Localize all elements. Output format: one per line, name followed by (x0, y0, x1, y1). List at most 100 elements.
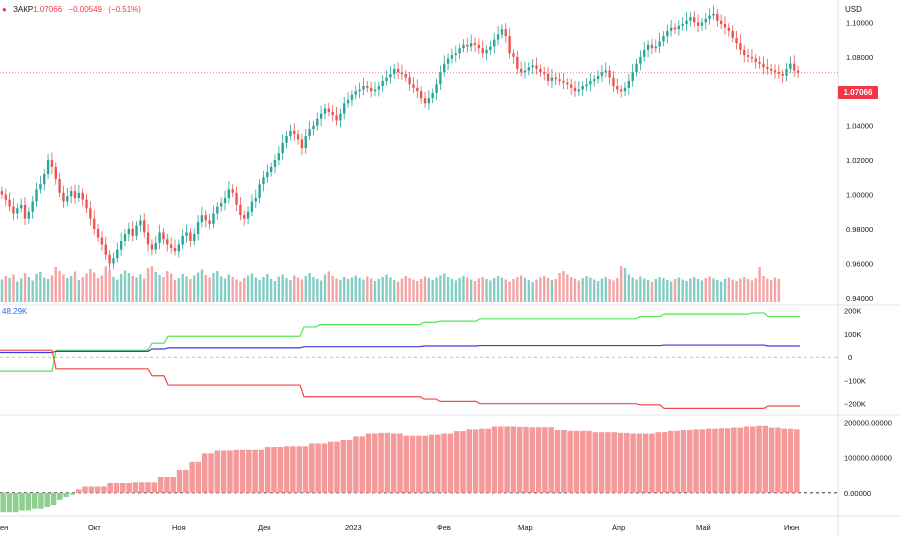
candle-body (235, 192, 238, 205)
volume-bar (400, 278, 404, 302)
cot-pane[interactable] (0, 312, 838, 409)
hist-bar (435, 434, 441, 493)
volume-bar (123, 270, 127, 302)
volume-bar (623, 268, 627, 302)
hist-bar (668, 430, 674, 493)
candle-body (354, 91, 357, 95)
volume-bar (227, 274, 231, 302)
close-value: 1.07066 (33, 5, 63, 14)
volume-bar (416, 281, 419, 302)
volume-bar (739, 278, 742, 302)
candle-body (623, 87, 627, 92)
candle-body (104, 244, 107, 255)
volume-bar (712, 278, 715, 302)
hist-bar (649, 433, 655, 493)
candle-body (4, 194, 7, 200)
candle-body (635, 63, 638, 73)
volume-bar (462, 276, 465, 302)
hist-bar (655, 432, 662, 493)
candle-body (569, 84, 573, 88)
candle-body (258, 184, 261, 198)
hist-bar (624, 432, 630, 493)
hist-bar (346, 439, 353, 493)
candle-body (219, 203, 223, 207)
candle-body (746, 55, 750, 57)
volume-bar (431, 280, 434, 302)
volume-bar (150, 266, 154, 302)
candle-body (619, 89, 623, 92)
volume-bar (385, 274, 388, 302)
volume-bar (281, 274, 284, 302)
hist-bar (365, 433, 372, 493)
candle-body (735, 37, 738, 44)
volume-bar (273, 281, 277, 302)
price-tick-label: 1.02000 (846, 156, 873, 165)
hist-bar (466, 429, 473, 493)
candle-body (216, 206, 219, 214)
candle-body (69, 191, 73, 197)
volume-bar (139, 274, 142, 302)
hist-bar (277, 446, 284, 493)
volume-bar (169, 273, 173, 302)
candle-body (200, 215, 204, 223)
volume-bar (423, 276, 427, 302)
volume-bar (535, 279, 538, 302)
hist-bar (353, 436, 359, 493)
hist-bar (170, 476, 176, 493)
hist-bar (283, 446, 290, 493)
volume-bar (262, 277, 265, 302)
price-pane[interactable] (0, 5, 838, 271)
volume-bar (116, 279, 119, 302)
volume-bar (216, 271, 219, 302)
candle-body (519, 68, 523, 73)
hist-bar (189, 461, 195, 493)
candle-body (85, 199, 88, 209)
candle-body (473, 43, 477, 45)
candle-body (562, 80, 565, 83)
candle-body (669, 27, 673, 31)
hist-bar (523, 426, 529, 493)
hist-bar (271, 446, 277, 493)
hist-bar (390, 433, 397, 493)
hist-bar (321, 443, 328, 493)
volume-bar (46, 279, 50, 302)
change-value: −0.00549 (68, 5, 102, 14)
candle-body (304, 136, 307, 149)
candle-body (585, 84, 588, 87)
volume-bar (554, 279, 557, 302)
candle-body (116, 249, 119, 259)
histogram-pane[interactable] (0, 425, 838, 513)
candle-body (527, 67, 531, 71)
volume-bar (639, 276, 642, 302)
time-axis-label: Апр (612, 523, 625, 532)
hist-bar (535, 427, 542, 493)
volume-bar (546, 278, 550, 302)
volume-bar (573, 278, 577, 302)
time-axis-label: Июн (784, 523, 799, 532)
volume-bar (539, 277, 542, 302)
candle-body (412, 84, 415, 88)
volume-bar (193, 275, 196, 302)
candle-body (146, 232, 150, 245)
volume-bar (366, 276, 369, 302)
hist-bar (485, 428, 491, 493)
volume-bar (158, 275, 161, 302)
hist-bar (19, 492, 25, 511)
volume-bar (616, 278, 619, 302)
hist-bar (787, 428, 794, 493)
volume-bar (319, 280, 323, 302)
hist-bar (768, 427, 775, 493)
candle-body (466, 44, 469, 47)
price-tick-label: 1.04000 (846, 122, 873, 131)
time-axis-label: Дек (258, 523, 271, 532)
hist-bar (498, 426, 504, 493)
status-dot-icon: ● (2, 5, 7, 14)
candle-body (754, 58, 757, 62)
hist-bar (201, 453, 208, 493)
volume-bar (481, 277, 484, 302)
hist-bar (762, 425, 769, 493)
volume-bar (750, 280, 754, 302)
volume-bar (677, 277, 681, 302)
candle-body (27, 211, 31, 219)
hist-bar (397, 433, 403, 493)
